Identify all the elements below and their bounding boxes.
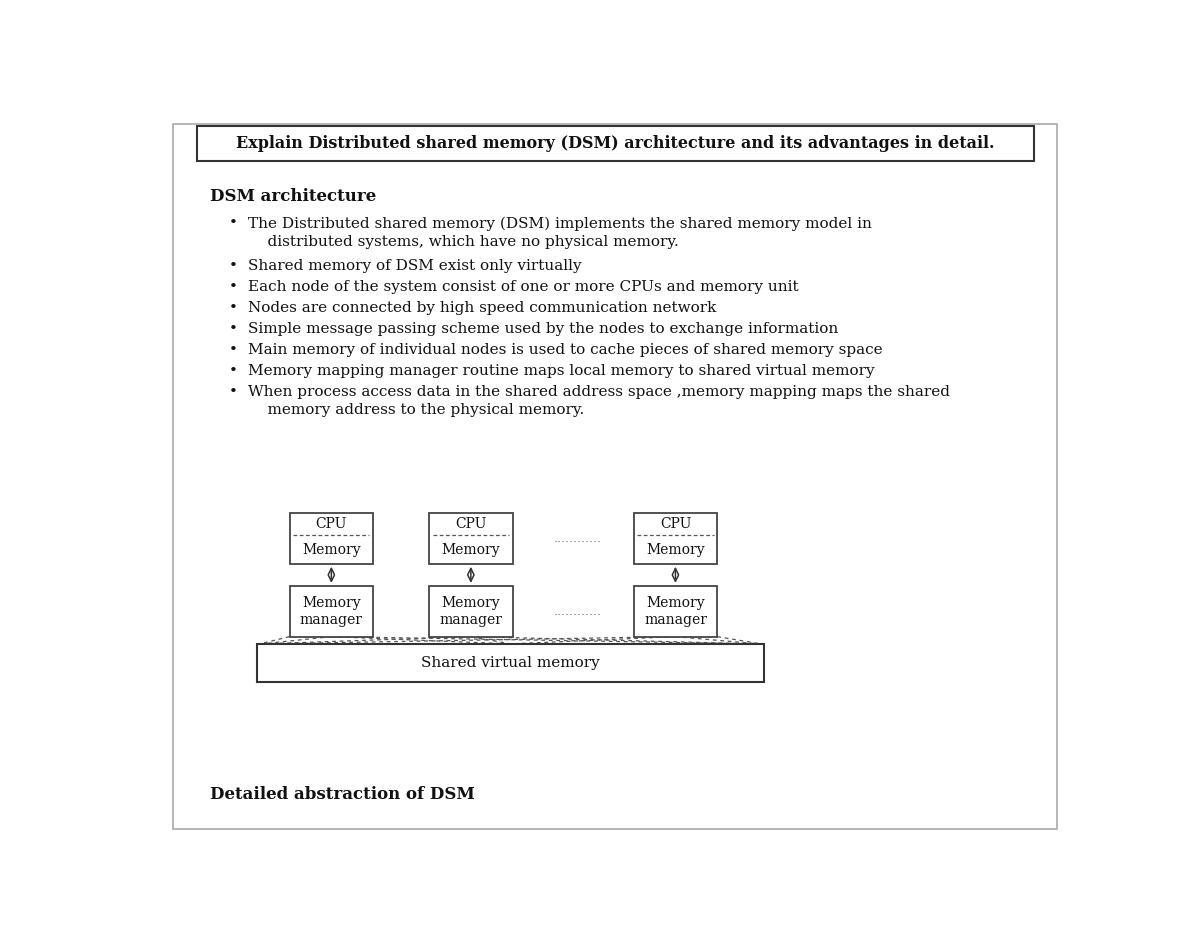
Text: •: •	[229, 343, 238, 357]
Bar	[430, 514, 512, 564]
Text: The Distributed shared memory (DSM) implements the shared memory model in
    di: The Distributed shared memory (DSM) impl…	[247, 216, 871, 248]
Bar	[289, 514, 373, 564]
Text: Simple message passing scheme used by the nodes to exchange information: Simple message passing scheme used by th…	[247, 322, 838, 336]
Bar	[634, 514, 718, 564]
Text: Detailed abstraction of DSM: Detailed abstraction of DSM	[210, 785, 475, 802]
Text: manager: manager	[300, 614, 362, 628]
Text: •: •	[229, 385, 238, 399]
Text: Memory: Memory	[442, 543, 500, 557]
Text: •: •	[229, 279, 238, 294]
Text: Memory: Memory	[442, 596, 500, 610]
Bar	[289, 585, 373, 636]
Text: •: •	[229, 364, 238, 378]
Text: manager: manager	[439, 614, 503, 628]
Text: When process access data in the shared address space ,memory mapping maps the sh: When process access data in the shared a…	[247, 385, 949, 417]
Text: DSM architecture: DSM architecture	[210, 188, 377, 205]
Text: Main memory of individual nodes is used to cache pieces of shared memory space: Main memory of individual nodes is used …	[247, 343, 882, 357]
Text: •: •	[229, 301, 238, 314]
Text: ............: ............	[553, 532, 601, 545]
Text: Memory: Memory	[302, 543, 361, 557]
Text: ............: ............	[553, 605, 601, 617]
Text: CPU: CPU	[455, 517, 486, 531]
Text: •: •	[229, 322, 238, 336]
Text: •: •	[229, 259, 238, 273]
Text: Memory: Memory	[302, 596, 361, 610]
Text: Explain Distributed shared memory (DSM) architecture and its advantages in detai: Explain Distributed shared memory (DSM) …	[235, 135, 995, 152]
Text: CPU: CPU	[316, 517, 347, 531]
Bar	[257, 644, 763, 682]
Bar	[430, 585, 512, 636]
Text: Shared virtual memory: Shared virtual memory	[421, 656, 600, 670]
Text: Nodes are connected by high speed communication network: Nodes are connected by high speed commun…	[247, 301, 716, 314]
Text: CPU: CPU	[660, 517, 691, 531]
Text: Each node of the system consist of one or more CPUs and memory unit: Each node of the system consist of one o…	[247, 279, 798, 294]
Bar	[634, 585, 718, 636]
Text: •: •	[229, 216, 238, 230]
Text: manager: manager	[644, 614, 707, 628]
Text: Memory: Memory	[646, 543, 704, 557]
Text: Shared memory of DSM exist only virtually: Shared memory of DSM exist only virtuall…	[247, 259, 581, 273]
Text: Memory mapping manager routine maps local memory to shared virtual memory: Memory mapping manager routine maps loca…	[247, 364, 875, 378]
Text: Memory: Memory	[646, 596, 704, 610]
Bar	[197, 126, 1033, 160]
